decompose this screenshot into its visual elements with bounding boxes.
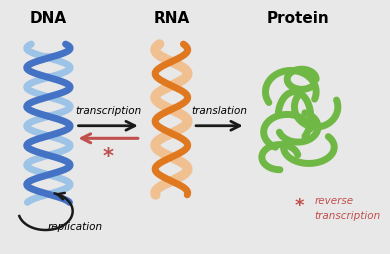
Text: Protein: Protein: [267, 11, 330, 26]
Text: translation: translation: [191, 106, 247, 116]
Text: reverse: reverse: [314, 196, 353, 206]
Text: replication: replication: [48, 223, 103, 232]
Text: transcription: transcription: [314, 211, 381, 221]
Text: *: *: [295, 197, 305, 215]
Text: DNA: DNA: [30, 11, 67, 26]
Text: transcription: transcription: [75, 106, 141, 116]
Text: RNA: RNA: [153, 11, 190, 26]
Text: *: *: [103, 147, 113, 167]
